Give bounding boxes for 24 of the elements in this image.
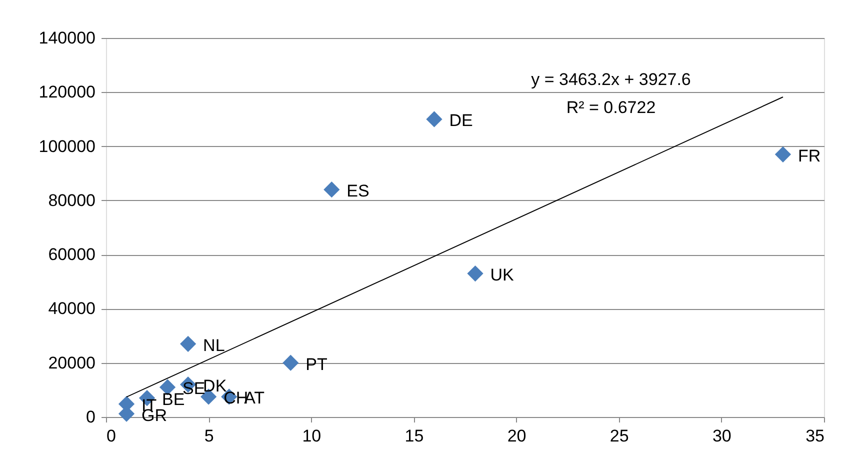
x-tick-label: 25 bbox=[610, 426, 629, 446]
x-tick-label: 15 bbox=[404, 426, 424, 446]
annotation: y = 3463.2x + 3927.6 bbox=[531, 70, 691, 89]
annotation: FR bbox=[798, 146, 821, 166]
y-tick-label: 100000 bbox=[38, 136, 96, 156]
y-tick-label: 80000 bbox=[48, 190, 96, 210]
y-tick-label: 60000 bbox=[48, 245, 96, 264]
y-tick-label: 120000 bbox=[38, 82, 96, 102]
x-tick-label: 0 bbox=[106, 426, 116, 446]
annotation: R² = 0.6722 bbox=[566, 98, 656, 117]
y-tick-label: 140000 bbox=[38, 28, 96, 48]
annotation: NL bbox=[203, 336, 225, 355]
x-tick-label: 5 bbox=[204, 426, 214, 446]
x-tick-label: 30 bbox=[712, 426, 732, 446]
y-tick-label: 20000 bbox=[48, 353, 96, 372]
annotation: PT bbox=[306, 354, 328, 374]
annotation: DE bbox=[449, 111, 473, 130]
x-tick-label: 20 bbox=[507, 426, 526, 446]
x-tick-label: 10 bbox=[302, 426, 322, 446]
annotation: ES bbox=[346, 182, 370, 201]
y-tick-label: 0 bbox=[86, 408, 96, 426]
y-tick-label: 40000 bbox=[48, 299, 96, 318]
x-tick-label: 35 bbox=[806, 426, 824, 446]
annotation: UK bbox=[490, 266, 515, 285]
